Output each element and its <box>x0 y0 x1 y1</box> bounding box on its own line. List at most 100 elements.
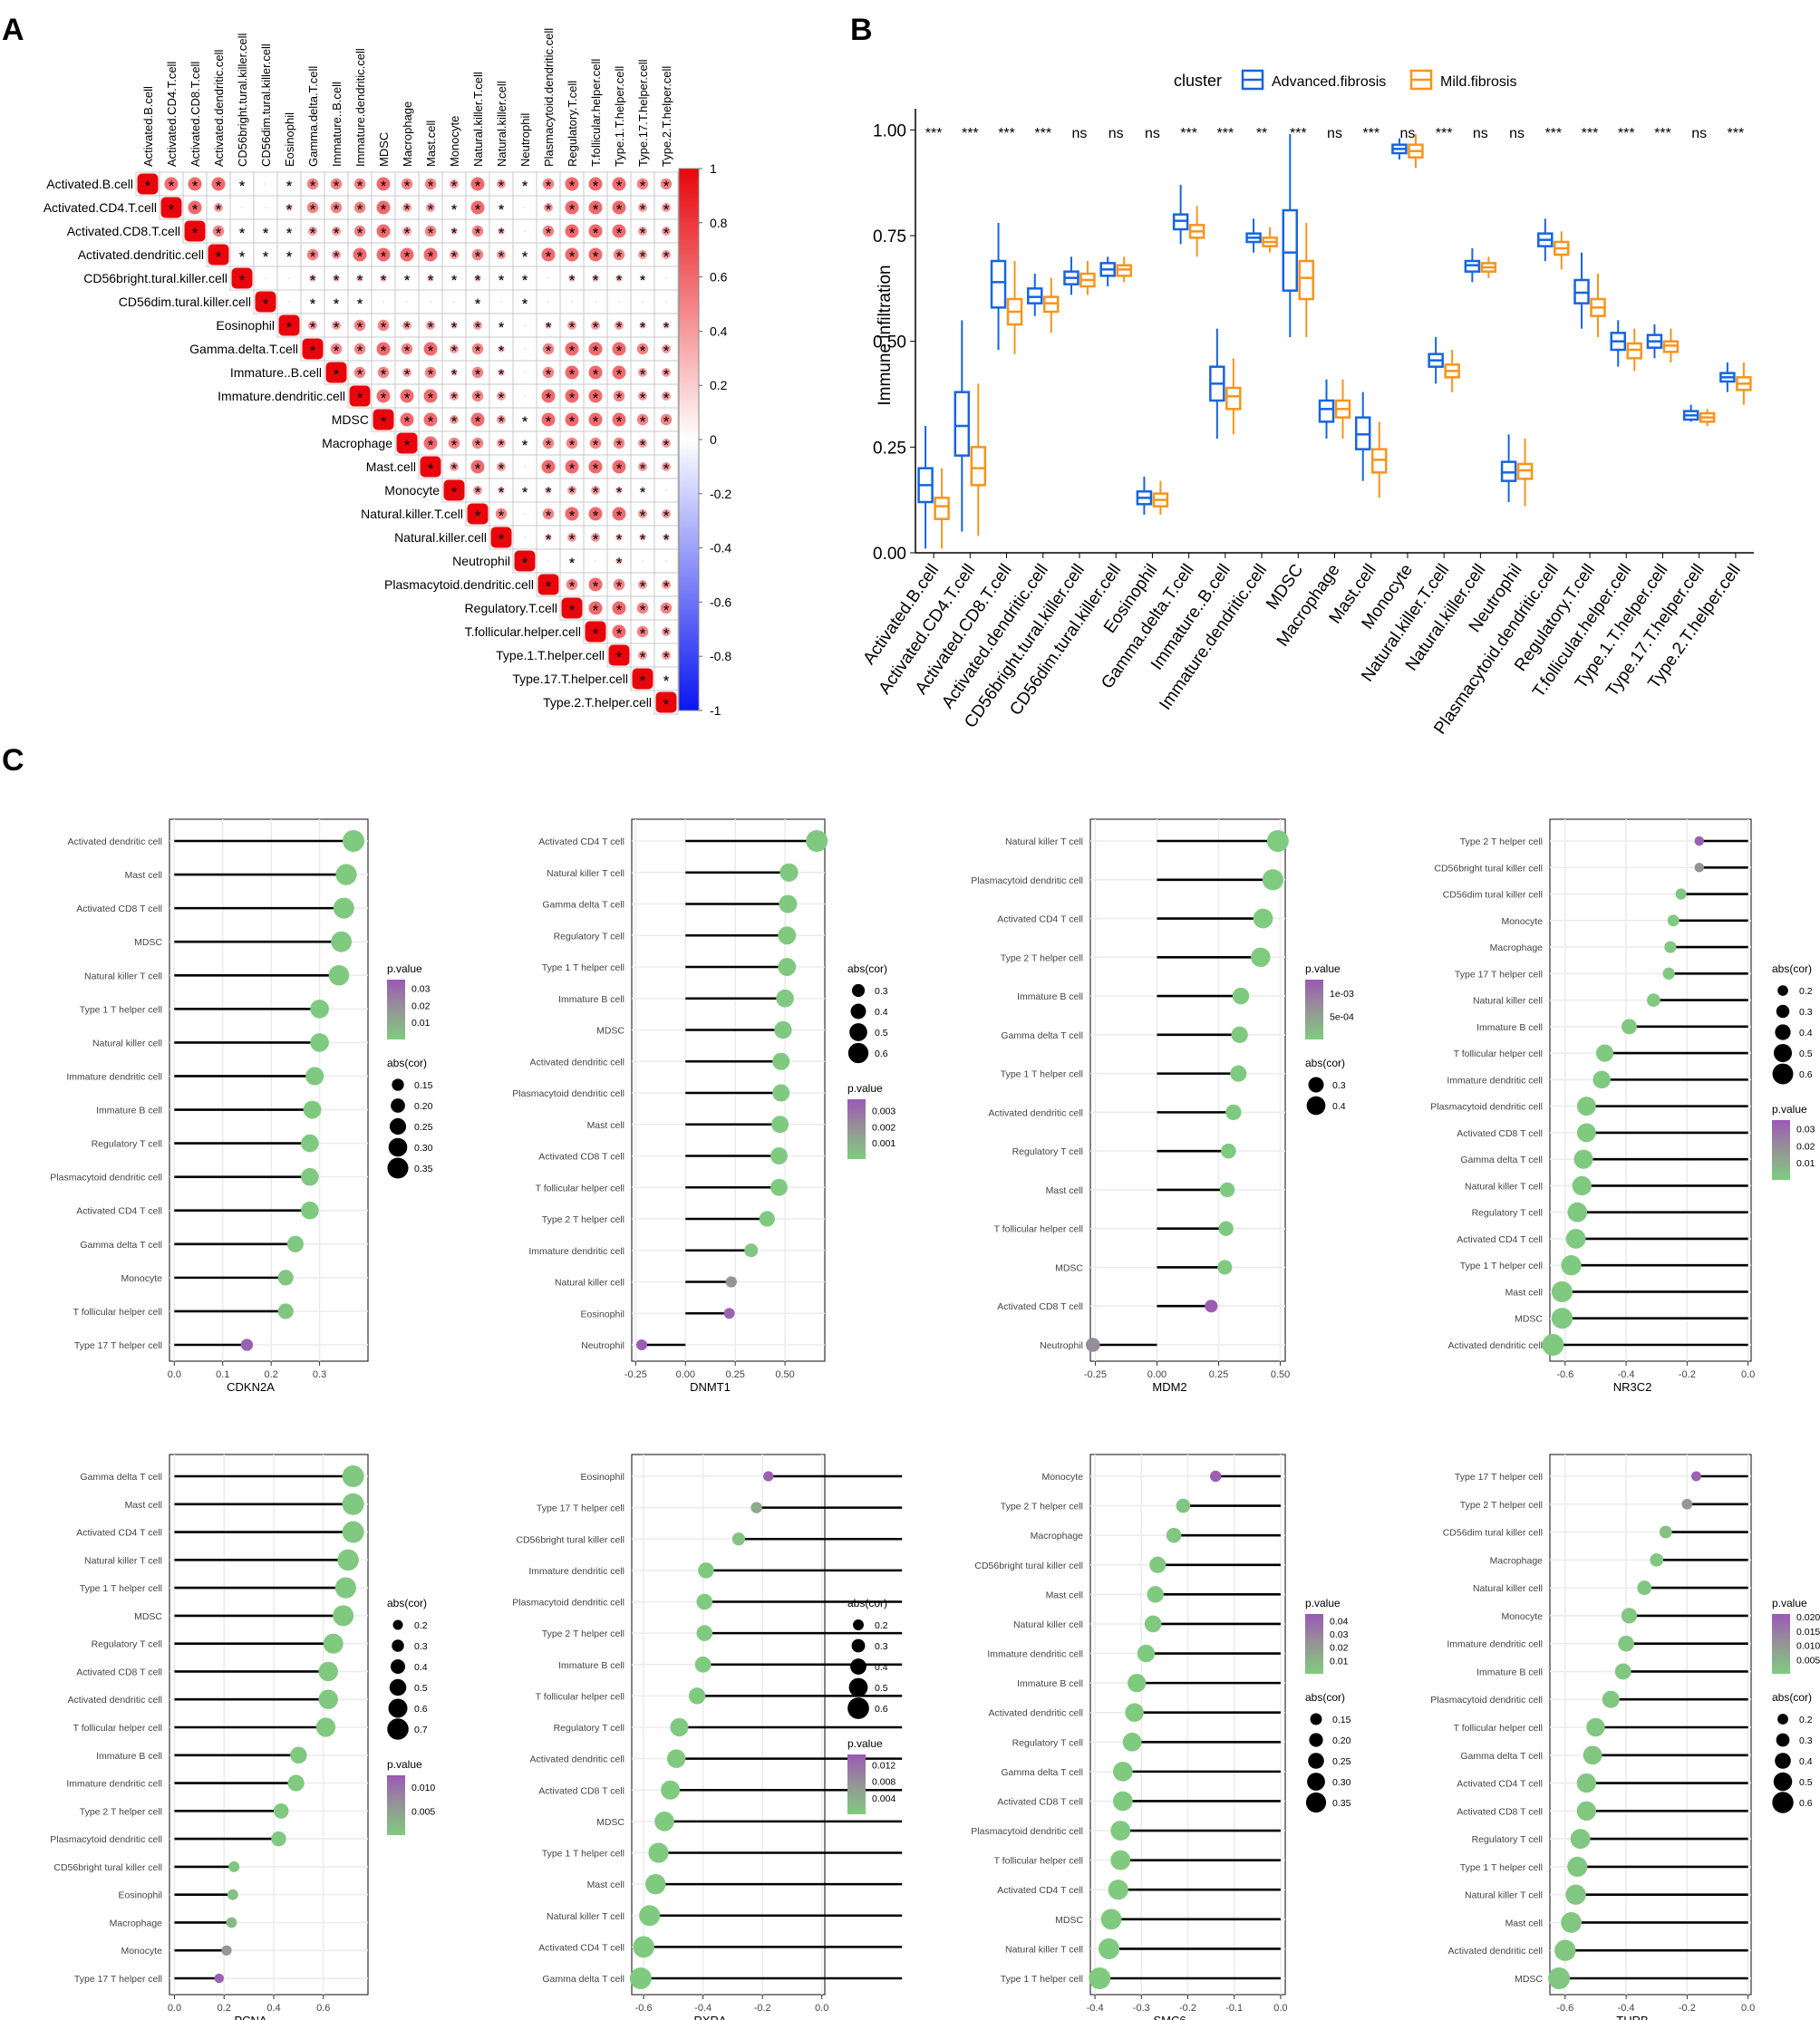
corr-sig-star: * <box>616 366 623 383</box>
lollipop-cell-label: Regulatory T cell <box>554 1723 624 1734</box>
gene-axis-title: THRB <box>1616 2014 1648 2020</box>
corr-diag-mark <box>490 527 512 548</box>
x-tick-label: 0.0 <box>815 2003 828 2014</box>
corr-circle <box>498 345 505 353</box>
corr-sig-star: * <box>663 390 670 407</box>
corr-circle <box>588 177 603 191</box>
corr-sig-star: * <box>663 413 670 430</box>
lollipop-dot <box>328 964 350 986</box>
lollipop-dot <box>1253 908 1273 929</box>
lollipop-dot <box>1592 1070 1611 1089</box>
size-legend-tick: 0.3 <box>1332 1080 1346 1091</box>
corr-circle <box>565 365 579 380</box>
corr-sig-star: * <box>428 390 434 407</box>
lollipop-dot <box>342 1493 364 1515</box>
lollipop-cell-label: Eosinophil <box>581 1309 624 1319</box>
x-tick-label: -0.4 <box>694 2003 712 2014</box>
lollipop-dot <box>1551 1281 1573 1303</box>
lollipop-dot <box>287 1774 305 1792</box>
corr-circle <box>424 178 437 190</box>
corr-circle <box>545 534 552 541</box>
corr-circle <box>497 462 506 471</box>
lollipop-cell-label: Immature B cell <box>1017 1678 1083 1689</box>
corr-circle <box>664 300 668 304</box>
corr-sig-star: * <box>404 437 411 454</box>
p-legend-tick: 0.004 <box>872 1793 895 1804</box>
lollipop-cell-label: Gamma delta T cell <box>1001 1030 1083 1041</box>
corr-sig-star: * <box>239 248 246 266</box>
corr-circle <box>594 559 597 563</box>
lollipop-dot <box>1147 1586 1164 1603</box>
corr-sig-star: * <box>239 272 246 289</box>
corr-sig-star: * <box>499 531 505 548</box>
corr-circle <box>306 178 319 190</box>
x-tick-label: -0.2 <box>1679 1369 1696 1380</box>
corr-circle <box>547 300 550 304</box>
corr-circle <box>617 300 621 304</box>
corr-sig-star: * <box>663 248 670 266</box>
lollipop-cell-label: T follicular helper cell <box>994 1224 1083 1235</box>
corr-sig-star: * <box>640 390 646 407</box>
corr-sig-star: * <box>640 649 646 666</box>
corr-sig-star: * <box>475 437 481 454</box>
corr-circle <box>588 389 603 403</box>
corr-row-label: Macrophage <box>322 436 392 450</box>
corr-circle <box>567 533 576 542</box>
corr-sig-star: * <box>546 201 552 218</box>
corr-diag-mark <box>585 621 606 643</box>
corr-circle <box>588 365 603 380</box>
corr-sig-star: * <box>616 413 623 430</box>
corr-sig-star: * <box>640 413 646 430</box>
corr-sig-star: * <box>451 460 458 478</box>
corr-circle <box>448 437 460 449</box>
size-legend-dot <box>389 1117 407 1136</box>
corr-circle <box>638 227 647 236</box>
corr-sig-star: * <box>593 437 599 454</box>
corr-circle <box>475 299 480 304</box>
size-legend-dot <box>1306 1096 1326 1116</box>
lollipop-dot <box>670 1717 689 1737</box>
size-legend-dot <box>1308 1077 1324 1093</box>
corr-sig-star: * <box>616 507 623 525</box>
lollipop-cell-label: Macrophage <box>1490 942 1544 953</box>
corr-circle <box>164 177 179 191</box>
corr-sig-star: * <box>663 507 670 525</box>
corr-sig-star: * <box>451 178 458 195</box>
corr-circle <box>330 201 343 214</box>
corr-sig-star: * <box>357 248 363 266</box>
corr-circle <box>638 651 647 660</box>
lollipop-cell-label: Mast cell <box>1505 1287 1543 1298</box>
lollipop-cell-label: Macrophage <box>110 1918 163 1928</box>
lollipop-dot <box>750 1502 762 1513</box>
corr-sig-star: * <box>663 578 670 595</box>
size-legend-dot <box>1777 985 1788 996</box>
lollipop-cell-label: Regulatory T cell <box>92 1639 162 1650</box>
corr-sig-star: * <box>569 201 576 218</box>
corr-sig-star: * <box>499 390 505 407</box>
lollipop-dot <box>305 1067 324 1086</box>
lollipop-dot <box>694 1656 712 1673</box>
corr-circle <box>376 224 391 238</box>
size-legend-tick: 0.5 <box>875 1028 888 1039</box>
corr-circle <box>588 507 603 521</box>
lollipop-dot <box>779 894 798 913</box>
corr-sig-star: * <box>263 248 269 266</box>
lollipop-cell-label: Plasmacytoid dendritic cell <box>50 1173 162 1184</box>
corr-circle <box>541 389 556 403</box>
lollipop-cell-label: Gamma delta T cell <box>1001 1767 1083 1778</box>
lollipop-dot <box>310 1000 329 1019</box>
corr-sig-star: * <box>616 555 623 572</box>
lollipop-dot <box>290 1746 307 1764</box>
corr-sig-star: * <box>569 507 576 525</box>
size-legend-dot <box>392 1619 403 1630</box>
x-tick-label: -0.6 <box>1556 2003 1573 2014</box>
lollipop-dot <box>1551 1308 1573 1329</box>
box-body <box>1282 208 1299 292</box>
corr-sig-star: * <box>499 366 505 383</box>
lollipop-dot <box>1112 1762 1133 1782</box>
lollipop-subplot-rxra: -0.6 -0.4 -0.2 0.0 Eosinophil Type 17 T helpe… <box>512 1454 903 2020</box>
y-axis-title: Immune infiltration <box>876 265 895 405</box>
lollipop-subplot-cdkn2a: 0.0 0.1 0.2 0.3 Activated dendritic cell Mast… <box>50 818 433 1394</box>
corr-sig-star: * <box>499 437 505 454</box>
lollipop-cell-label: Activated CD4 T cell <box>997 1885 1083 1896</box>
